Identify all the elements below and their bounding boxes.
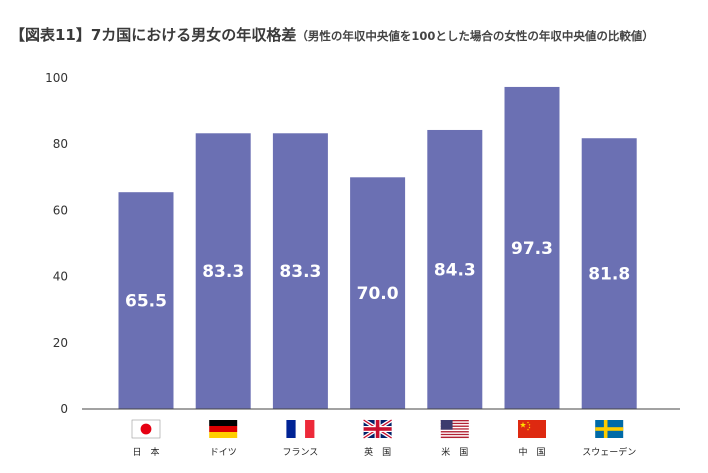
y-tick-label: 80 [53,137,68,151]
x-tick-label: 米 国 [441,446,468,458]
bar-value-label: 65.5 [125,292,167,312]
bar-value-label: 70.0 [357,284,399,304]
chart-title: 【図表11】7カ国における男女の年収格差 [10,26,297,44]
bar [118,192,174,409]
x-tick-label: フランス [282,447,318,458]
y-tick-label: 40 [53,270,68,284]
y-axis-ticks: 0 20 40 60 80 100 [45,71,68,416]
sweden-flag-icon [595,420,624,438]
y-tick-label: 0 [60,402,68,416]
bar-value-label: 83.3 [279,262,321,282]
bar-value-label: 81.8 [588,265,630,285]
chart-subtitle: （男性の年収中央値を100とした場合の女性の年収中央値の比較値） [296,29,654,43]
x-axis-labels: 日 本 ドイツ フランス 英 国 米 国 中 国 スウェーデン [132,446,636,458]
usa-flag-icon [440,420,469,439]
chart-title-block: 【図表11】7カ国における男女の年収格差（男性の年収中央値を100とした場合の女… [10,27,654,44]
china-flag-icon [518,420,546,438]
france-flag-icon [286,420,315,438]
x-tick-label: ドイツ [210,448,237,458]
bar [350,177,406,409]
uk-flag-icon [362,418,393,440]
bar [427,129,483,410]
flags [131,418,624,440]
bar [195,133,251,410]
bar [272,133,328,410]
bar [504,86,560,409]
x-tick-label: 日 本 [132,446,159,458]
japan-flag-icon [131,419,161,439]
bar-value-label: 83.3 [202,262,244,282]
y-tick-label: 100 [45,71,68,85]
x-tick-label: 英 国 [364,446,391,458]
y-tick-label: 20 [53,336,68,350]
germany-flag-icon [209,420,238,438]
y-tick-label: 60 [53,203,68,217]
bars: 65.5 83.3 83.3 70.0 84.3 97.3 81.8 [118,86,637,410]
bar [581,138,637,409]
x-tick-label: スウェーデン [582,446,636,458]
bar-value-label: 97.3 [511,239,553,259]
x-tick-label: 中 国 [518,446,545,458]
bar-value-label: 84.3 [434,260,476,280]
